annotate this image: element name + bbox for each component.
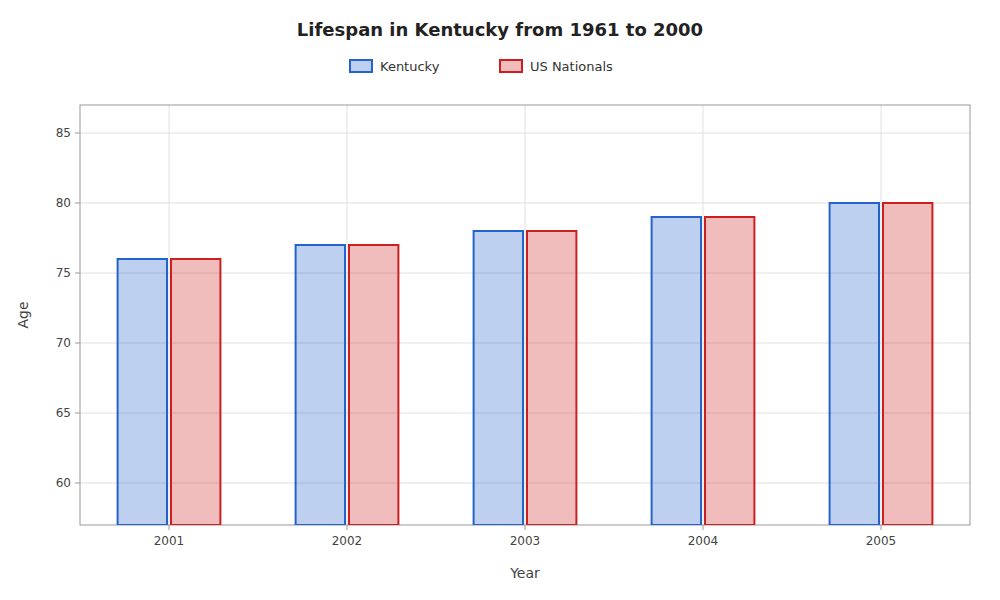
tick-mark-y [75,273,80,274]
tick-label-y: 65 [56,406,71,420]
grid-line-x [881,105,882,525]
legend-label: US Nationals [530,59,613,74]
bar [171,259,220,525]
bar [296,245,345,525]
tick-label-y: 75 [56,266,71,280]
tick-mark-y [75,343,80,344]
tick-mark-y [75,413,80,414]
chart-container: 60 65 70 75 80 85 2001 2002 2003 2004 2005 Year Age L… [0,0,1000,600]
bar [118,259,167,525]
grid-line-x [703,105,704,525]
x-axis-label: Year [509,565,540,581]
bar [883,203,932,525]
tick-label-x: 2004 [688,534,719,548]
tick-mark-y [75,483,80,484]
tick-label-y: 85 [56,126,71,140]
grid [80,105,970,525]
tick-mark-x [703,525,704,530]
tick-label-y: 60 [56,476,71,490]
legend: Kentucky US Nationals [350,59,613,74]
chart-svg: 60 65 70 75 80 85 2001 2002 2003 2004 2005 Year Age L… [0,0,1000,600]
plot-frame [80,105,970,525]
grid-line-x [169,105,170,525]
page: {"chart_data": {"type": "bar", "title": … [0,0,1000,600]
tick-label-x: 2003 [510,534,541,548]
tick-label-x: 2001 [154,534,185,548]
x-axis: 2001 2002 2003 2004 2005 [154,525,897,548]
grid-line-x [525,105,526,525]
bar [527,231,576,525]
tick-mark-y [75,203,80,204]
bar [652,217,701,525]
tick-mark-x [347,525,348,530]
tick-mark-x [881,525,882,530]
grid-line-x [347,105,348,525]
tick-mark-x [169,525,170,530]
bar [474,231,523,525]
chart-title: Lifespan in Kentucky from 1961 to 2000 [297,19,703,40]
tick-label-x: 2005 [866,534,897,548]
bars [118,203,933,525]
tick-label-y: 80 [56,196,71,210]
legend-label: Kentucky [380,59,440,74]
tick-mark-y [75,133,80,134]
legend-swatch [350,60,372,72]
y-axis-label: Age [15,301,31,328]
bar [705,217,754,525]
tick-mark-x [525,525,526,530]
tick-label-x: 2002 [332,534,363,548]
bar [830,203,879,525]
legend-swatch [500,60,522,72]
bar [349,245,398,525]
tick-label-y: 70 [56,336,71,350]
y-axis: 60 65 70 75 80 85 [56,126,80,490]
